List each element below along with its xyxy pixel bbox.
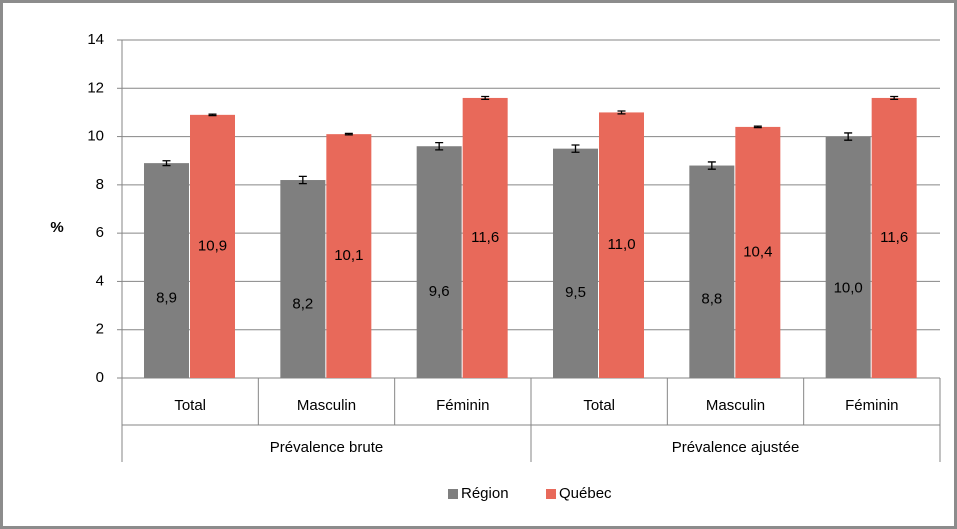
y-tick-label: 6 [96, 224, 104, 241]
error-bar [571, 144, 580, 153]
bar [144, 163, 189, 378]
x-tick-label: Féminin [845, 397, 898, 414]
bar [689, 165, 735, 378]
error-bar [890, 95, 899, 101]
x-tick-label: Total [174, 397, 206, 414]
y-tick-label: 4 [96, 272, 104, 289]
error-bar [753, 125, 762, 129]
value-label: 8,2 [292, 296, 313, 313]
bar [190, 114, 235, 378]
y-tick-label: 2 [96, 321, 104, 338]
value-label: 10,0 [834, 280, 863, 297]
error-bar [435, 141, 444, 151]
y-tick-label: 12 [87, 79, 104, 96]
x-tick-label: Masculin [297, 397, 356, 414]
bar [825, 136, 871, 378]
value-label: 10,1 [334, 247, 363, 264]
value-label: 8,8 [701, 290, 722, 307]
error-bar [707, 161, 716, 170]
bar [599, 112, 644, 378]
y-axis-label: % [50, 219, 63, 236]
error-bar [298, 175, 307, 185]
error-bar [844, 132, 853, 141]
error-bar [617, 110, 626, 115]
bar [280, 180, 326, 378]
bar [462, 97, 508, 378]
group-label: Prévalence brute [270, 439, 383, 456]
value-label: 9,5 [565, 284, 586, 301]
value-label: 8,9 [156, 289, 177, 306]
value-label: 11,0 [607, 236, 635, 253]
bar [416, 146, 462, 378]
bar [735, 126, 781, 379]
x-tick-label: Total [583, 397, 615, 414]
error-bar [344, 132, 353, 136]
value-label: 10,4 [743, 243, 772, 260]
x-tick-label: Masculin [706, 397, 765, 414]
y-tick-label: 8 [96, 176, 104, 193]
value-label: 9,6 [429, 283, 450, 300]
error-bar [208, 113, 217, 117]
legend-swatch [546, 489, 556, 499]
group-label: Prévalence ajustée [672, 439, 800, 456]
value-label: 10,9 [198, 237, 227, 254]
x-tick-label: Féminin [436, 397, 489, 414]
bar [326, 134, 372, 378]
legend-label: Région [461, 485, 509, 502]
value-label: 11,6 [471, 229, 499, 246]
value-label: 11,6 [880, 229, 908, 246]
bar [553, 148, 598, 378]
y-tick-label: 0 [96, 369, 104, 386]
legend-label: Québec [559, 485, 612, 502]
y-tick-label: 14 [87, 31, 104, 48]
error-bar [481, 95, 490, 101]
error-bar [162, 160, 171, 167]
legend-swatch [448, 489, 458, 499]
y-tick-label: 10 [87, 128, 104, 145]
bar [871, 97, 917, 378]
